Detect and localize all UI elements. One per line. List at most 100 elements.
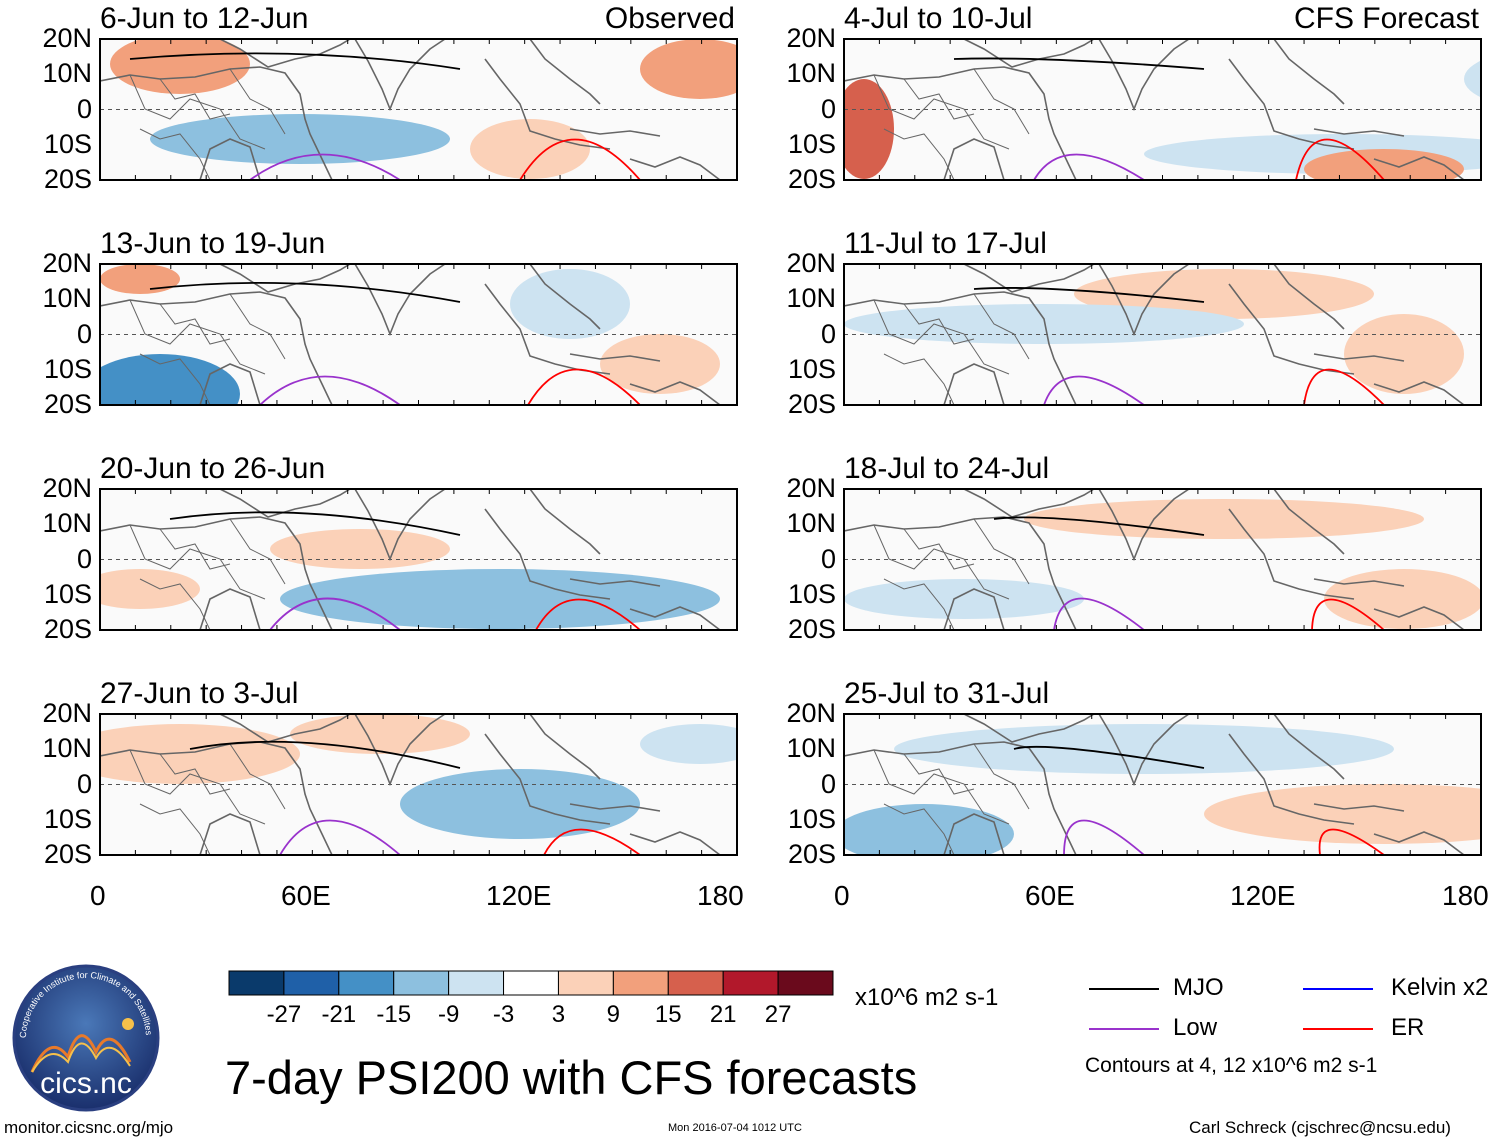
colorbar-swatch-0 bbox=[228, 970, 285, 996]
observed-panel-title-3: 20-Jun to 26-Jun bbox=[100, 452, 326, 485]
colorbar-tick-7: 15 bbox=[655, 1001, 682, 1028]
colorbar-tick-3: -9 bbox=[438, 1001, 459, 1028]
forecast-map-3 bbox=[843, 488, 1482, 631]
lon-label-left-120e: 120E bbox=[486, 880, 552, 911]
legend-kelvin-label: Kelvin x2 bbox=[1391, 974, 1489, 1001]
left-lat-label-3-3: 10S bbox=[43, 578, 92, 609]
right-lat-label-3-2: 0 bbox=[820, 543, 836, 574]
legend-kelvin-line bbox=[1303, 988, 1373, 990]
lon-label-right-0: 0 bbox=[834, 880, 850, 911]
left-lat-label-2-2: 0 bbox=[76, 318, 92, 349]
legend-low-label: Low bbox=[1173, 1014, 1218, 1041]
forecast-map-2 bbox=[843, 263, 1482, 406]
right-lat-label-2-2: 0 bbox=[820, 318, 836, 349]
legend: MJO Kelvin x2 Low ER Contours at 4, 12 x… bbox=[1085, 970, 1505, 1090]
left-lat-label-1-2: 0 bbox=[76, 93, 92, 124]
forecast-map-1 bbox=[843, 38, 1482, 181]
right-lat-label-4-4: 20S bbox=[787, 839, 836, 869]
footer-timestamp: Mon 2016-07-04 1012 UTC bbox=[668, 1122, 802, 1134]
left-lat-label-4-2: 0 bbox=[76, 768, 92, 799]
left-lat-label-3-0: 20N bbox=[42, 473, 92, 503]
right-lat-label-3-1: 10N bbox=[786, 508, 836, 539]
colorbar-units: x10^6 m2 s-1 bbox=[855, 984, 999, 1011]
legend-mjo-label: MJO bbox=[1173, 974, 1224, 1001]
right-lat-label-4-2: 0 bbox=[820, 768, 836, 799]
forecast-map-4 bbox=[843, 713, 1482, 856]
logo-text: cics.nc bbox=[40, 1067, 132, 1100]
colorbar-swatch-3 bbox=[393, 970, 450, 996]
lon-label-right-60e: 60E bbox=[1025, 880, 1075, 911]
colorbar-swatch-7 bbox=[612, 970, 669, 996]
left-lat-label-4-0: 20N bbox=[42, 698, 92, 728]
left-lat-label-4-3: 10S bbox=[43, 803, 92, 834]
right-lat-label-3-4: 20S bbox=[787, 614, 836, 644]
footer-url: monitor.cicsnc.org/mjo bbox=[4, 1118, 174, 1137]
lon-label-right-180: 180 bbox=[1442, 880, 1489, 911]
left-lat-label-1-3: 10S bbox=[43, 128, 92, 159]
colorbar-tick-1: -21 bbox=[321, 1001, 356, 1028]
lon-label-left-180: 180 bbox=[697, 880, 744, 911]
legend-mjo-line bbox=[1089, 988, 1159, 990]
right-lat-label-2-1: 10N bbox=[786, 283, 836, 314]
legend-er-label: ER bbox=[1391, 1014, 1425, 1041]
left-lat-label-4-4: 20S bbox=[43, 839, 92, 869]
right-lat-label-4-0: 20N bbox=[786, 698, 836, 728]
right-lat-label-3-0: 20N bbox=[786, 473, 836, 503]
left-lat-label-2-1: 10N bbox=[42, 283, 92, 314]
colorbar-swatch-2 bbox=[338, 970, 395, 996]
left-lat-label-3-2: 0 bbox=[76, 543, 92, 574]
colorbar-swatch-4 bbox=[448, 970, 505, 996]
contour-note: Contours at 4, 12 x10^6 m2 s-1 bbox=[1085, 1054, 1378, 1077]
right-lat-label-2-0: 20N bbox=[786, 248, 836, 278]
observed-map-3 bbox=[99, 488, 738, 631]
left-lat-label-2-0: 20N bbox=[42, 248, 92, 278]
colorbar-tick-2: -15 bbox=[376, 1001, 411, 1028]
right-lat-label-2-3: 10S bbox=[787, 353, 836, 384]
right-lat-label-1-3: 10S bbox=[787, 128, 836, 159]
observed-panel-title-2: 13-Jun to 19-Jun bbox=[100, 227, 326, 260]
observed-map-4 bbox=[99, 713, 738, 856]
colorbar-tick-9: 27 bbox=[765, 1001, 792, 1028]
lon-label-left-0: 0 bbox=[90, 880, 106, 911]
right-lat-label-1-4: 20S bbox=[787, 164, 836, 194]
left-lat-label-3-1: 10N bbox=[42, 508, 92, 539]
colorbar: -27 -21 -15 -9 -3 3 9 15 21 27 bbox=[228, 970, 834, 1028]
right-lat-label-1-1: 10N bbox=[786, 58, 836, 89]
colorbar-swatch-1 bbox=[283, 970, 340, 996]
legend-low-line bbox=[1089, 1028, 1159, 1030]
observed-tag: Observed bbox=[604, 2, 735, 35]
lon-label-left-60e: 60E bbox=[281, 880, 331, 911]
right-lat-label-2-4: 20S bbox=[787, 389, 836, 419]
colorbar-swatch-6 bbox=[557, 970, 614, 996]
observed-map-1 bbox=[99, 38, 738, 181]
colorbar-tick-5: 3 bbox=[552, 1001, 565, 1028]
left-lat-label-2-4: 20S bbox=[43, 389, 92, 419]
forecast-panel-title-1: 4-Jul to 10-Jul bbox=[844, 2, 1033, 35]
right-lat-label-4-3: 10S bbox=[787, 803, 836, 834]
right-lat-label-1-2: 0 bbox=[820, 93, 836, 124]
colorbar-tick-8: 21 bbox=[710, 1001, 737, 1028]
colorbar-swatch-5 bbox=[503, 970, 559, 996]
left-lat-label-4-1: 10N bbox=[42, 733, 92, 764]
forecast-panel-title-4: 25-Jul to 31-Jul bbox=[844, 677, 1050, 710]
left-lat-label-1-1: 10N bbox=[42, 58, 92, 89]
colorbar-swatch-8 bbox=[667, 970, 724, 996]
cicsnc-logo: Cooperative Institute for Climate and Sa… bbox=[10, 962, 162, 1114]
forecast-panel-title-3: 18-Jul to 24-Jul bbox=[844, 452, 1050, 485]
legend-er-line bbox=[1303, 1028, 1373, 1030]
observed-panel-title-4: 27-Jun to 3-Jul bbox=[100, 677, 299, 710]
left-lat-label-1-4: 20S bbox=[43, 164, 92, 194]
forecast-panel-title-2: 11-Jul to 17-Jul bbox=[844, 227, 1047, 260]
figure-title: 7-day PSI200 with CFS forecasts bbox=[225, 1051, 918, 1104]
right-lat-label-3-3: 10S bbox=[787, 578, 836, 609]
left-lat-label-2-3: 10S bbox=[43, 353, 92, 384]
colorbar-tick-6: 9 bbox=[607, 1001, 620, 1028]
colorbar-tick-0: -27 bbox=[267, 1001, 302, 1028]
observed-map-2 bbox=[99, 263, 738, 406]
colorbar-swatch-10 bbox=[777, 970, 834, 996]
forecast-tag: CFS Forecast bbox=[1293, 2, 1479, 35]
lon-label-right-120e: 120E bbox=[1230, 880, 1296, 911]
colorbar-swatch-9 bbox=[722, 970, 779, 996]
footer-author: Carl Schreck (cjschrec@ncsu.edu) bbox=[1189, 1118, 1451, 1137]
right-lat-label-1-0: 20N bbox=[786, 23, 836, 53]
